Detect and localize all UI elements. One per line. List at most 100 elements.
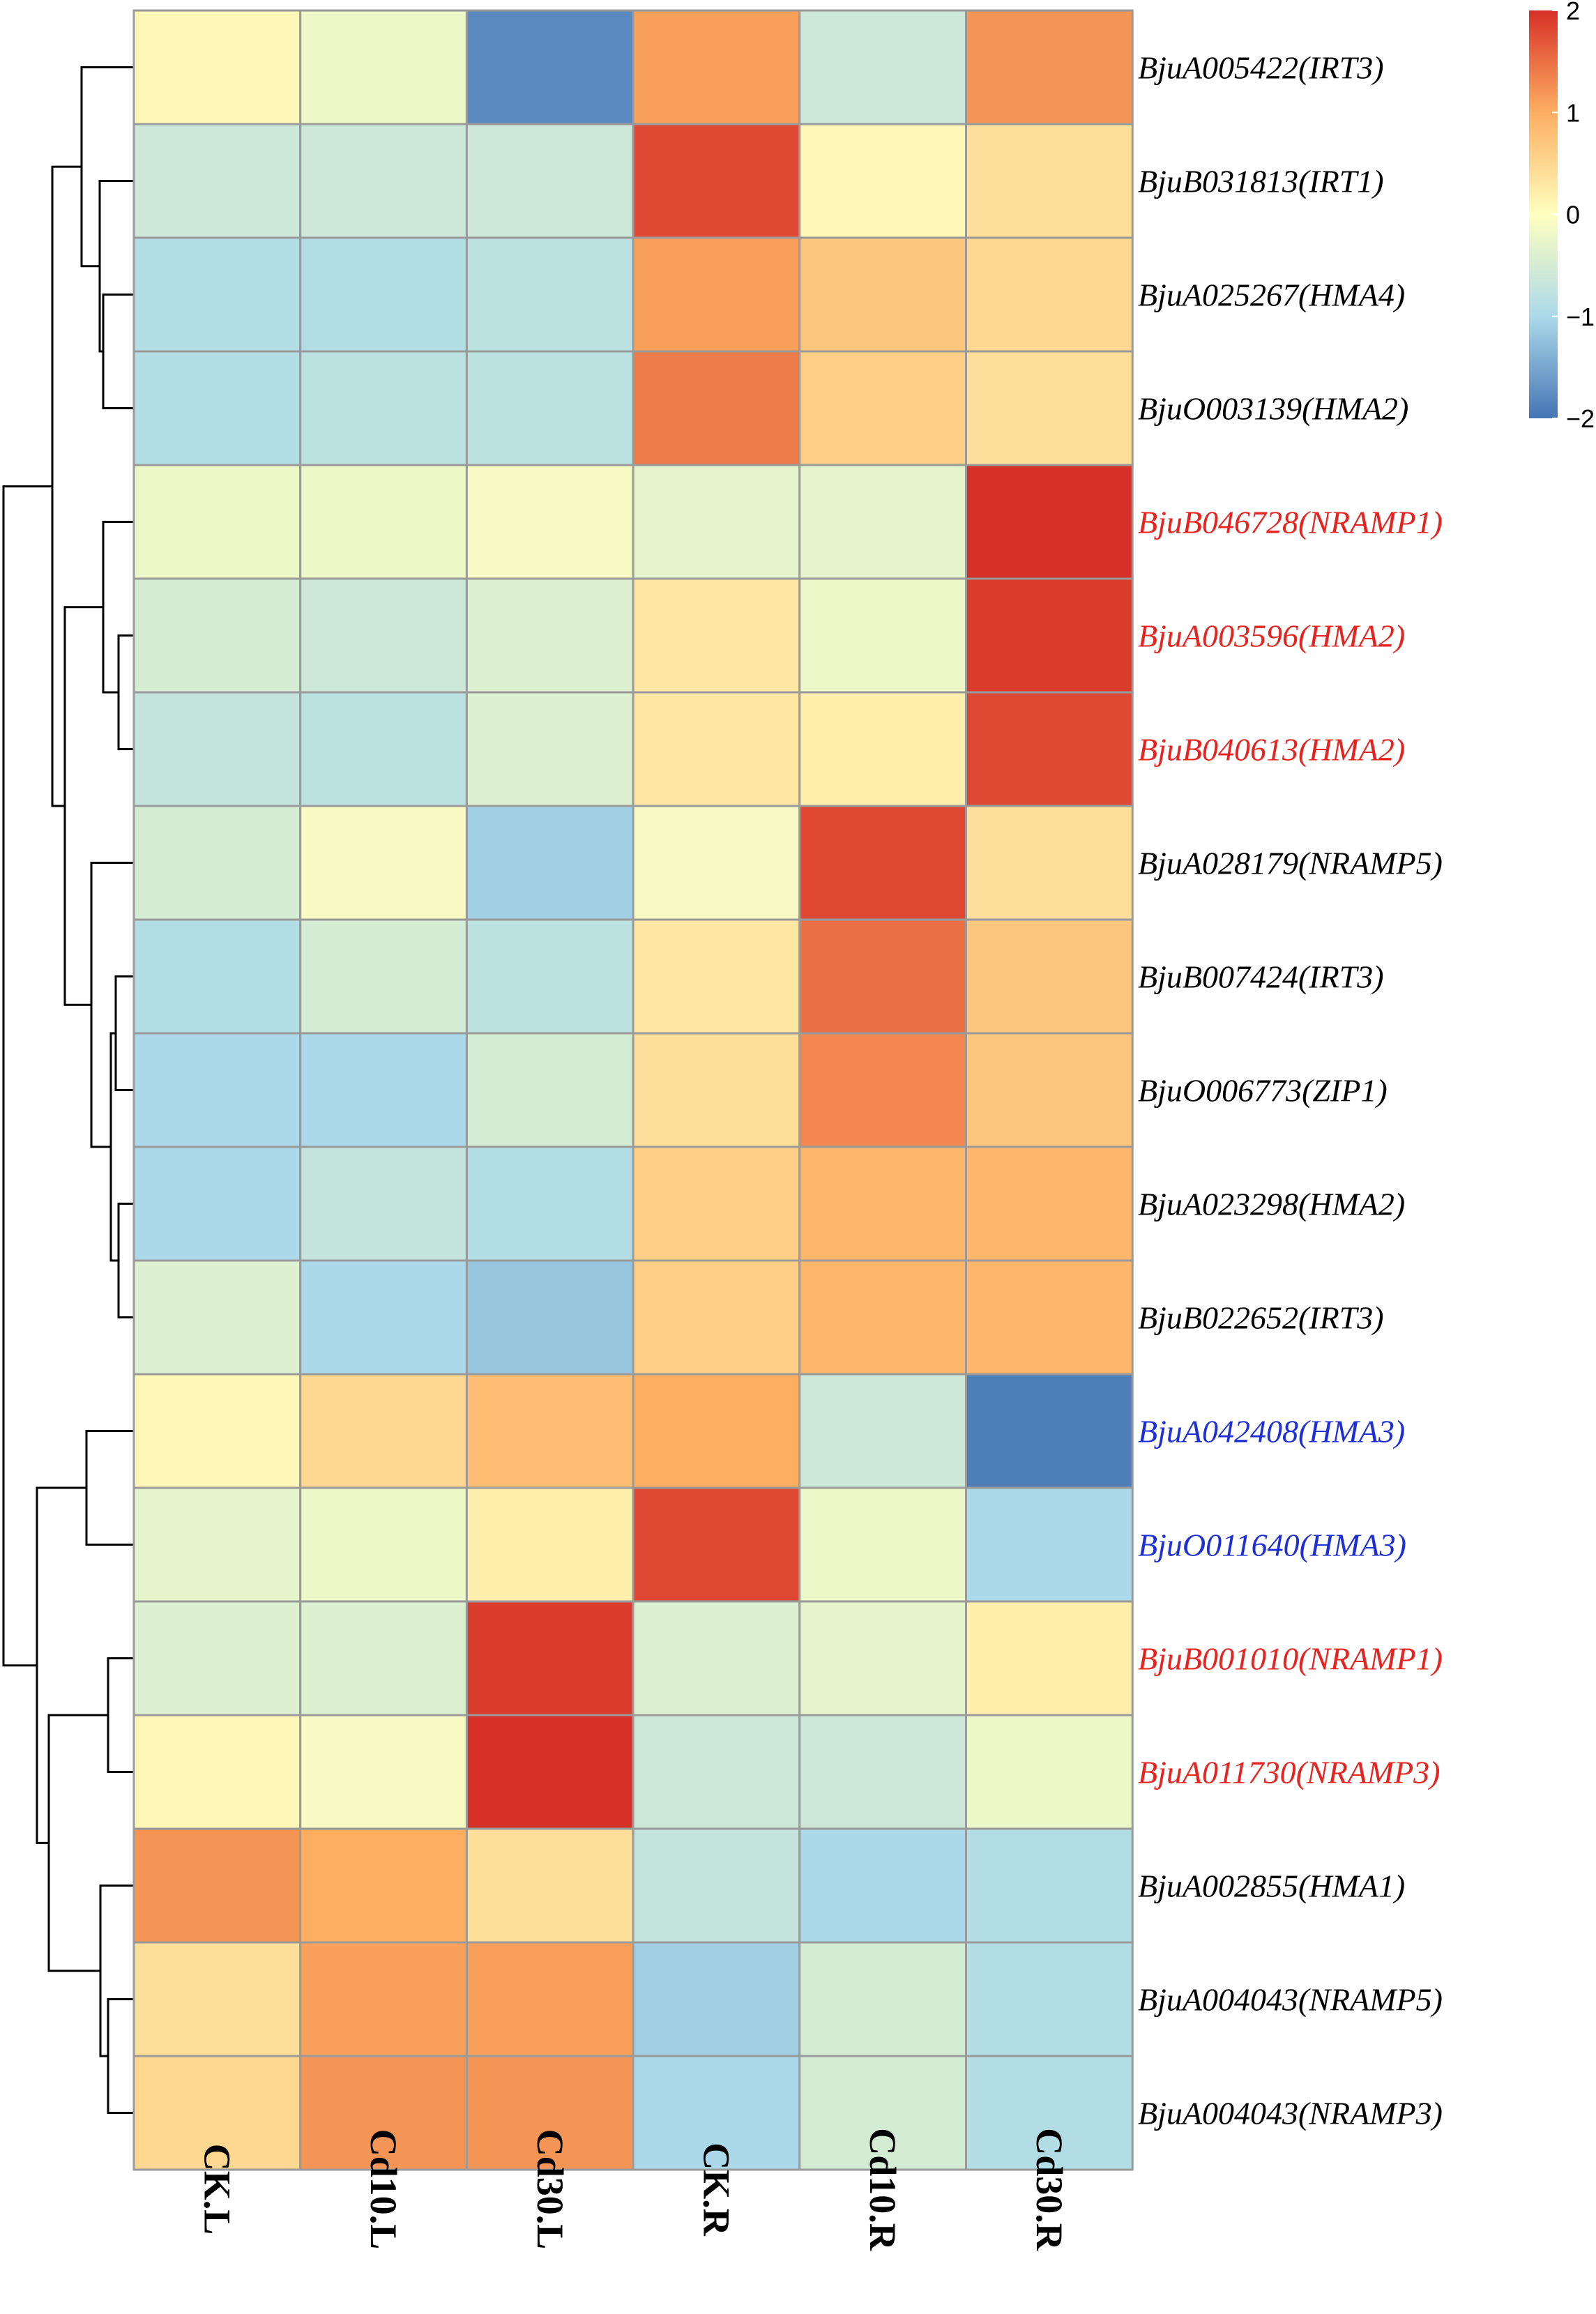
legend-tick-label: 0 bbox=[1566, 201, 1580, 229]
dendrogram-branch bbox=[36, 1486, 86, 1844]
heatmap-cell bbox=[965, 123, 1134, 239]
heatmap-cell bbox=[299, 1373, 468, 1489]
dendrogram-branch bbox=[98, 180, 134, 353]
heatmap-cell bbox=[632, 1259, 801, 1376]
heatmap-cell bbox=[299, 1714, 468, 1830]
heatmap-cell bbox=[632, 1373, 801, 1489]
heatmap-cell bbox=[965, 2055, 1134, 2171]
heatmap-cell bbox=[299, 9, 468, 125]
heatmap-cell bbox=[299, 918, 468, 1035]
heatmap-cell bbox=[632, 918, 801, 1035]
heatmap-cell bbox=[299, 1600, 468, 1717]
heatmap-cell bbox=[965, 1373, 1134, 1489]
heatmap-cell bbox=[132, 9, 302, 125]
heatmap-cell bbox=[132, 1145, 302, 1262]
heatmap-cell bbox=[798, 1259, 968, 1376]
row-label: BjuA028179(NRAMP5) bbox=[1138, 846, 1443, 881]
heatmap-cell bbox=[798, 691, 968, 807]
heatmap-cell bbox=[132, 1259, 302, 1376]
row-label: BjuB040613(HMA2) bbox=[1138, 732, 1405, 768]
heatmap-cell bbox=[632, 1714, 801, 1830]
heatmap-cell bbox=[132, 918, 302, 1035]
heatmap-cell bbox=[465, 691, 634, 807]
dendrogram-branch bbox=[63, 606, 103, 1006]
heatmap-cell bbox=[299, 1486, 468, 1603]
heatmap-cell bbox=[299, 236, 468, 353]
dendrogram-branch bbox=[117, 1203, 134, 1318]
heatmap-cell bbox=[299, 1941, 468, 2057]
row-label: BjuB046728(NRAMP1) bbox=[1138, 505, 1443, 540]
row-label: BjuO011640(HMA3) bbox=[1138, 1528, 1406, 1563]
heatmap-cell bbox=[965, 1827, 1134, 1944]
heatmap-cell bbox=[798, 123, 968, 239]
heatmap-cell bbox=[965, 1600, 1134, 1717]
heatmap-cell bbox=[798, 1600, 968, 1717]
heatmap-cell bbox=[465, 2055, 634, 2171]
heatmap-cell bbox=[132, 1600, 302, 1717]
heatmap-cell bbox=[132, 577, 302, 694]
heatmap-cell bbox=[632, 1941, 801, 2057]
heatmap-cell bbox=[632, 350, 801, 466]
heatmap-cell bbox=[465, 9, 634, 125]
heatmap-cell bbox=[798, 350, 968, 466]
heatmap-cell bbox=[632, 577, 801, 694]
row-label: BjuA011730(NRAMP3) bbox=[1138, 1755, 1441, 1790]
heatmap-cell bbox=[798, 1941, 968, 2057]
heatmap-cell bbox=[132, 350, 302, 466]
heatmap-cell bbox=[132, 2055, 302, 2171]
heatmap-cell bbox=[965, 9, 1134, 125]
heatmap-cell bbox=[132, 1486, 302, 1603]
legend-tick-label: −1 bbox=[1566, 303, 1595, 331]
heatmap-cell bbox=[632, 123, 801, 239]
heatmap-cell bbox=[965, 918, 1134, 1035]
heatmap-cell bbox=[798, 577, 968, 694]
heatmap-cell bbox=[132, 1941, 302, 2057]
heatmap-cell bbox=[465, 123, 634, 239]
dendrogram-branch bbox=[114, 975, 134, 1091]
dendrogram-branch bbox=[102, 294, 134, 409]
heatmap-cell bbox=[965, 1486, 1134, 1603]
dendrogram-branch bbox=[2, 485, 52, 1667]
heatmap-cell bbox=[465, 350, 634, 466]
heatmap-cell bbox=[132, 236, 302, 353]
heatmap-cell bbox=[965, 464, 1134, 580]
heatmap-cell bbox=[465, 1145, 634, 1262]
heatmap-cell bbox=[965, 1145, 1134, 1262]
dendrogram-branch bbox=[51, 165, 82, 807]
row-label: BjuA023298(HMA2) bbox=[1138, 1187, 1405, 1222]
heatmap-cell bbox=[299, 1145, 468, 1262]
row-label: BjuA025267(HMA4) bbox=[1138, 277, 1405, 313]
heatmap-cell bbox=[465, 918, 634, 1035]
heatmap-cell bbox=[299, 123, 468, 239]
legend-tick-label: −2 bbox=[1566, 404, 1595, 433]
heatmap-cell bbox=[632, 1145, 801, 1262]
heatmap-cell bbox=[132, 1827, 302, 1944]
heatmap-cell bbox=[632, 1600, 801, 1717]
heatmap-cell bbox=[299, 691, 468, 807]
dendrogram-branch bbox=[47, 1714, 108, 1972]
column-label: Cd30.R bbox=[1028, 2128, 1070, 2251]
dendrogram-branch bbox=[90, 862, 134, 1148]
heatmap-cell bbox=[632, 464, 801, 580]
heatmap-cell bbox=[465, 1032, 634, 1148]
dendrogram-branch bbox=[99, 1885, 134, 2057]
heatmap-cell bbox=[632, 236, 801, 353]
heatmap-cell bbox=[132, 1714, 302, 1830]
heatmap-cell bbox=[798, 1486, 968, 1603]
heatmap-cell bbox=[132, 464, 302, 580]
heatmap-cell bbox=[465, 1486, 634, 1603]
heatmap-cell bbox=[798, 1827, 968, 1944]
heatmap-cell bbox=[798, 2055, 968, 2171]
heatmap-cell bbox=[965, 577, 1134, 694]
heatmap-cell bbox=[299, 1827, 468, 1944]
heatmap-cell bbox=[798, 1032, 968, 1148]
heatmap-cell bbox=[965, 805, 1134, 921]
heatmap-cell bbox=[465, 577, 634, 694]
row-label: BjuO006773(ZIP1) bbox=[1138, 1073, 1388, 1109]
heatmap-cell bbox=[965, 1941, 1134, 2057]
heatmap-cell bbox=[632, 2055, 801, 2171]
color-legend: 2 1 0 −1 −2 bbox=[1529, 0, 1595, 433]
legend-tick-label: 2 bbox=[1566, 0, 1580, 25]
heatmap-cell bbox=[465, 1714, 634, 1830]
